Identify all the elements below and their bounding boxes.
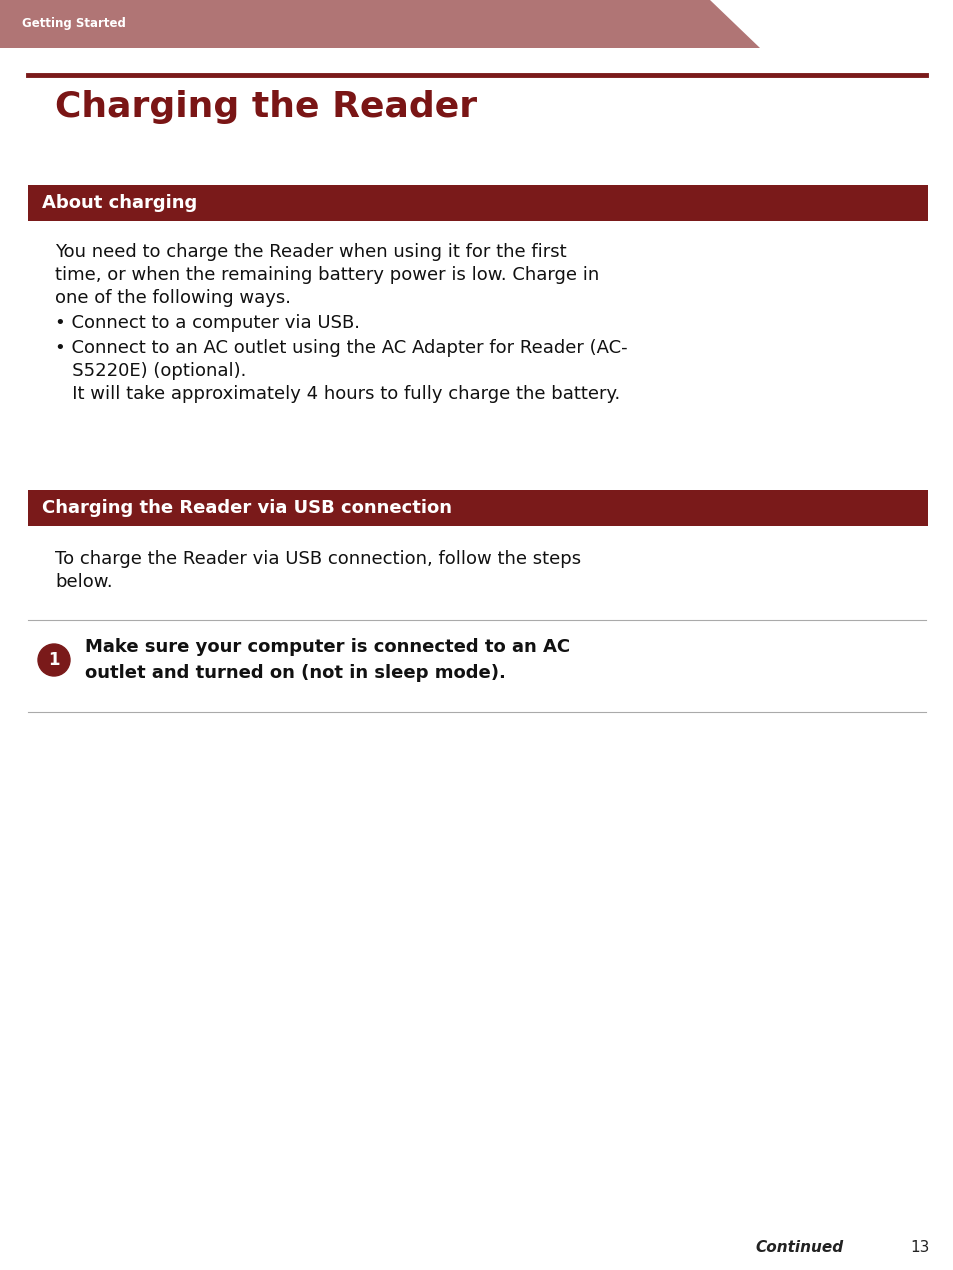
Text: About charging: About charging <box>42 194 197 212</box>
Text: below.: below. <box>55 573 112 591</box>
Circle shape <box>38 644 70 676</box>
Text: Charging the Reader via USB connection: Charging the Reader via USB connection <box>42 499 452 517</box>
Text: It will take approximately 4 hours to fully charge the battery.: It will take approximately 4 hours to fu… <box>55 385 619 403</box>
Text: 13: 13 <box>909 1241 928 1256</box>
Text: • Connect to an AC outlet using the AC Adapter for Reader (AC-: • Connect to an AC outlet using the AC A… <box>55 339 627 357</box>
Text: Make sure your computer is connected to an AC: Make sure your computer is connected to … <box>85 638 570 657</box>
Text: 1: 1 <box>49 652 60 669</box>
Text: outlet and turned on (not in sleep mode).: outlet and turned on (not in sleep mode)… <box>85 664 505 682</box>
Text: Getting Started: Getting Started <box>22 18 126 30</box>
Text: You need to charge the Reader when using it for the first: You need to charge the Reader when using… <box>55 243 566 262</box>
Text: one of the following ways.: one of the following ways. <box>55 290 291 307</box>
Text: time, or when the remaining battery power is low. Charge in: time, or when the remaining battery powe… <box>55 265 598 284</box>
Text: To charge the Reader via USB connection, follow the steps: To charge the Reader via USB connection,… <box>55 550 580 568</box>
FancyBboxPatch shape <box>28 185 927 221</box>
Text: Continued: Continued <box>754 1241 842 1256</box>
Polygon shape <box>0 0 760 48</box>
Text: S5220E) (optional).: S5220E) (optional). <box>55 362 246 380</box>
Text: Charging the Reader: Charging the Reader <box>55 90 476 124</box>
FancyBboxPatch shape <box>28 490 927 526</box>
Text: • Connect to a computer via USB.: • Connect to a computer via USB. <box>55 314 359 331</box>
